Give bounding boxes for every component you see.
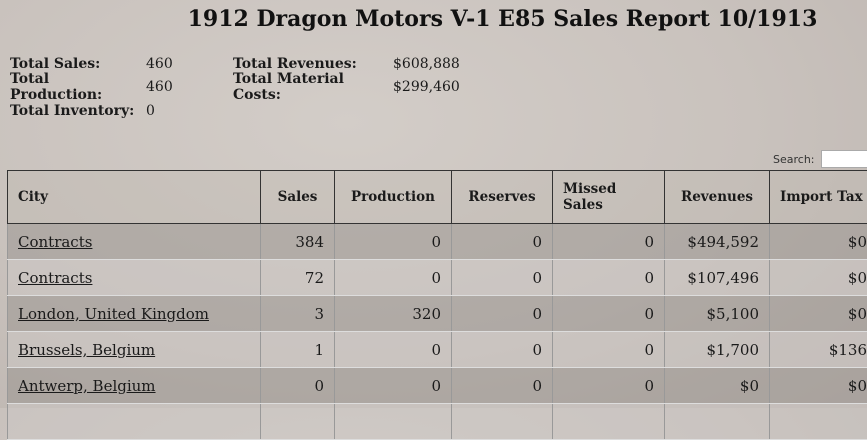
city-link[interactable]: Contracts xyxy=(18,233,92,251)
summary-left: Total Sales: 460 Total Production: 460 T… xyxy=(10,52,173,123)
search-input[interactable] xyxy=(821,150,867,168)
production-cell: 0 xyxy=(335,260,452,296)
missed-sales-cell: 0 xyxy=(553,368,665,404)
summary-total-material-costs: Total Material Costs: $299,460 xyxy=(233,76,460,100)
summary-label: Total Inventory: xyxy=(10,103,146,119)
missed-sales-cell: 0 xyxy=(553,332,665,368)
missed-sales-cell xyxy=(553,404,665,440)
reserves-cell: 0 xyxy=(452,224,553,260)
sales-table: City Sales Production Reserves Missed Sa… xyxy=(7,170,867,440)
sales-cell: 3 xyxy=(261,296,335,332)
production-cell: 0 xyxy=(335,332,452,368)
import-tax-cell: $136 xyxy=(770,332,867,368)
report-title: 1912 Dragon Motors V-1 E85 Sales Report … xyxy=(0,6,867,32)
summary-label: Total Production: xyxy=(10,71,146,103)
table-row: Contracts 72 0 0 0 $107,496 $0 xyxy=(8,260,867,296)
production-cell: 320 xyxy=(335,296,452,332)
summary-total-production: Total Production: 460 xyxy=(10,76,173,100)
production-cell: 0 xyxy=(335,368,452,404)
search-box: Search: xyxy=(773,150,867,168)
summary-value: 460 xyxy=(146,56,173,72)
revenues-cell: $0 xyxy=(665,368,770,404)
city-cell: Antwerp, Belgium xyxy=(8,368,261,404)
sales-cell: 0 xyxy=(261,368,335,404)
sales-cell: 72 xyxy=(261,260,335,296)
summary-label: Total Material Costs: xyxy=(233,71,393,103)
column-header-missed-sales[interactable]: Missed Sales xyxy=(553,171,665,224)
missed-sales-cell: 0 xyxy=(553,296,665,332)
missed-sales-cell: 0 xyxy=(553,260,665,296)
sales-cell: 1 xyxy=(261,332,335,368)
reserves-cell: 0 xyxy=(452,296,553,332)
summary-value: $299,460 xyxy=(393,79,460,95)
sales-cell: 384 xyxy=(261,224,335,260)
table-row: Brussels, Belgium 1 0 0 0 $1,700 $136 xyxy=(8,332,867,368)
import-tax-cell: $0 xyxy=(770,296,867,332)
table-row: Antwerp, Belgium 0 0 0 0 $0 $0 xyxy=(8,368,867,404)
table-header-row: City Sales Production Reserves Missed Sa… xyxy=(8,171,867,224)
column-header-sales[interactable]: Sales xyxy=(261,171,335,224)
missed-sales-cell: 0 xyxy=(553,224,665,260)
search-label: Search: xyxy=(773,153,815,166)
city-cell: Contracts xyxy=(8,224,261,260)
import-tax-cell: $0 xyxy=(770,368,867,404)
city-link[interactable]: Contracts xyxy=(18,269,92,287)
revenues-cell: $107,496 xyxy=(665,260,770,296)
import-tax-cell xyxy=(770,404,867,440)
reserves-cell: 0 xyxy=(452,332,553,368)
city-cell: Brussels, Belgium xyxy=(8,332,261,368)
revenues-cell xyxy=(665,404,770,440)
column-header-production[interactable]: Production xyxy=(335,171,452,224)
city-cell: London, United Kingdom xyxy=(8,296,261,332)
city-cell xyxy=(8,404,261,440)
sales-cell xyxy=(261,404,335,440)
production-cell: 0 xyxy=(335,224,452,260)
revenues-cell: $494,592 xyxy=(665,224,770,260)
column-header-revenues[interactable]: Revenues xyxy=(665,171,770,224)
city-link[interactable]: Antwerp, Belgium xyxy=(18,377,156,395)
summary-label: Total Sales: xyxy=(10,56,146,72)
city-link[interactable]: London, United Kingdom xyxy=(18,305,209,323)
reserves-cell: 0 xyxy=(452,368,553,404)
table-row: London, United Kingdom 3 320 0 0 $5,100 … xyxy=(8,296,867,332)
revenues-cell: $5,100 xyxy=(665,296,770,332)
column-header-import-tax[interactable]: Import Tax xyxy=(770,171,867,224)
summary-label: Total Revenues: xyxy=(233,56,393,72)
reserves-cell xyxy=(452,404,553,440)
production-cell xyxy=(335,404,452,440)
summary-value: 0 xyxy=(146,103,155,119)
import-tax-cell: $0 xyxy=(770,224,867,260)
revenues-cell: $1,700 xyxy=(665,332,770,368)
summary-value: 460 xyxy=(146,79,173,95)
city-link[interactable]: Brussels, Belgium xyxy=(18,341,155,359)
summary-right: Total Revenues: $608,888 Total Material … xyxy=(233,52,460,99)
summary-total-inventory: Total Inventory: 0 xyxy=(10,99,173,123)
table-row xyxy=(8,404,867,440)
import-tax-cell: $0 xyxy=(770,260,867,296)
city-cell: Contracts xyxy=(8,260,261,296)
reserves-cell: 0 xyxy=(452,260,553,296)
summary-value: $608,888 xyxy=(393,56,460,72)
table-row: Contracts 384 0 0 0 $494,592 $0 xyxy=(8,224,867,260)
column-header-reserves[interactable]: Reserves xyxy=(452,171,553,224)
column-header-city[interactable]: City xyxy=(8,171,261,224)
